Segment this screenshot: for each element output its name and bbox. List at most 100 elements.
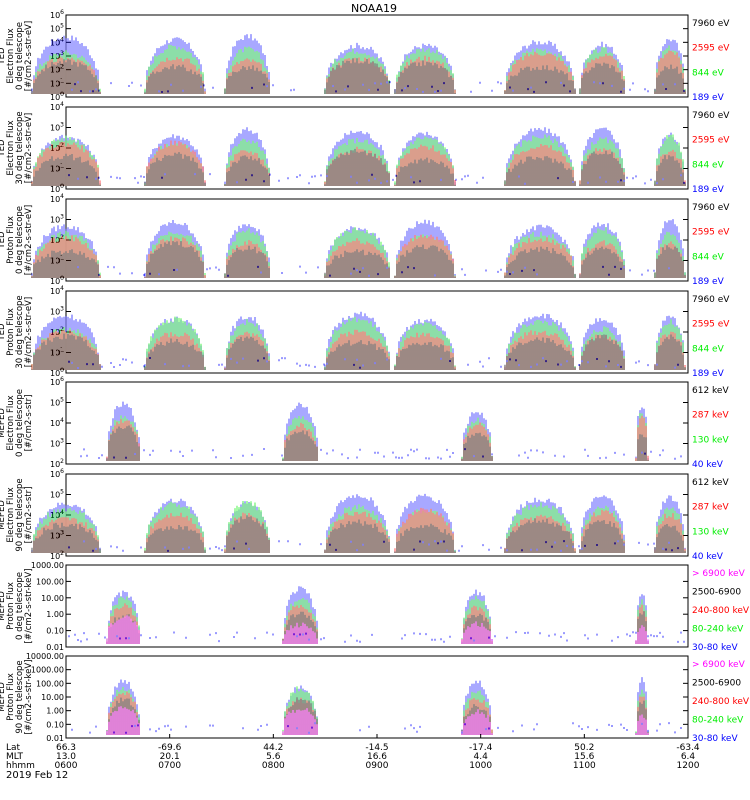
plot-frame (65, 655, 689, 739)
background-points (77, 265, 670, 277)
y-axis-label: TEDProton Flux30 deg telescope[#/cm2-s-s… (0, 295, 34, 368)
panel-8: 0.01 0.10 1.00 10.00 100.00 1000.00 10000.00ME… (0, 652, 750, 744)
y-tick-label: 103 (50, 438, 64, 449)
flux-trace-green (106, 686, 649, 735)
legend-entry: 30-80 keV (692, 643, 738, 653)
y-tick-label: 1000.00 (31, 561, 64, 570)
y-tick-label: 102 (50, 458, 64, 469)
flux-trace-green (106, 413, 649, 461)
y-tick-label: 103 (50, 214, 64, 225)
y-tick-label: 106 (50, 376, 64, 387)
flux-trace-black (31, 333, 686, 370)
flux-trace-blue (31, 127, 686, 186)
y-axis-label: MEPEDElectron Flux90 deg telescope[#/cm2… (0, 478, 34, 551)
x-tick-lat: -69.6 (158, 743, 182, 753)
plot-frame (65, 564, 689, 648)
y-tick-label: 103 (50, 306, 64, 317)
y-tick-label: 100.00 (36, 679, 64, 688)
y-tick-label: 100 (50, 367, 64, 378)
y-axis-label: MEPEDProton Flux90 deg telescope[#/cm2-s… (0, 660, 34, 735)
legend-entry: 7960 eV (692, 19, 730, 29)
background-points (68, 631, 685, 643)
x-tick-mlt: 20.1 (160, 752, 180, 762)
legend-entry: 287 keV (692, 411, 729, 421)
x-row-label: MLT (6, 752, 24, 762)
background-points (80, 448, 682, 460)
y-axis-label: TEDProton Flux0 deg telescope[#/cm2-s-st… (0, 205, 34, 275)
x-tick-hhmm: 0900 (366, 761, 389, 771)
flux-trace-red (106, 691, 649, 735)
legend-entry: 189 eV (692, 369, 725, 379)
y-tick-label: 100 (50, 91, 64, 102)
y-tick-label: 106 (50, 468, 64, 479)
y-tick-label: 100.00 (36, 577, 64, 586)
legend-entry: 189 eV (692, 93, 725, 103)
x-row-label: hhmm (6, 761, 35, 771)
flux-trace-blue (31, 34, 686, 94)
legend-entry: > 6900 keV (692, 660, 746, 670)
x-tick-lat: 50.2 (574, 743, 594, 753)
legend-entry: 7960 eV (692, 203, 730, 213)
flux-trace-black (31, 515, 686, 553)
legend-entry: 844 eV (692, 160, 725, 170)
legend-entry: 2595 eV (692, 320, 730, 330)
y-axis-label: MEPEDProton Flux0 deg telescope[#/cm2-s-… (0, 569, 34, 644)
y-tick-label: 100 (50, 183, 64, 194)
y-axis-label: MEPEDElectron Flux0 deg telescope[#/cm2-… (0, 389, 34, 457)
background-points (71, 81, 685, 93)
panel-5: 102 103 104 105 106 MEPEDElectron Flux0 deg t… (0, 376, 729, 470)
flux-trace-red (31, 140, 686, 186)
legend-entry: 30-80 keV (692, 734, 738, 744)
x-tick-mlt: 15.6 (574, 752, 594, 762)
flux-trace-green (31, 316, 686, 370)
legend-entry: 2595 eV (692, 228, 730, 238)
flux-trace-blue (106, 677, 649, 735)
y-tick-label: 106 (50, 9, 64, 20)
date-label: 2019 Feb 12 (6, 770, 68, 781)
background-points (71, 722, 682, 734)
flux-trace-red (31, 50, 686, 94)
legend-entry: 40 keV (692, 552, 724, 562)
x-tick-mlt: 4.4 (474, 752, 489, 762)
legend-entry: 130 keV (692, 435, 729, 445)
x-tick-lat: -17.4 (469, 743, 493, 753)
y-tick-label: 105 (50, 489, 64, 500)
flux-trace-blue (31, 219, 686, 278)
flux-trace-red (31, 507, 686, 553)
flux-trace-green (31, 44, 686, 94)
flux-trace-black (31, 58, 686, 94)
flux-trace-green (31, 501, 686, 553)
y-axis-label: TEDElectron Flux30 deg telescope[#/cm2-s… (0, 111, 34, 184)
x-tick-hhmm: 1000 (469, 761, 492, 771)
legend-entry: 2595 eV (692, 44, 730, 54)
x-row-label: Lat (6, 743, 21, 753)
y-tick-label: 104 (50, 285, 64, 296)
x-tick-lat: -14.5 (365, 743, 388, 753)
flux-trace-black (106, 697, 649, 735)
y-tick-label: 104 (50, 193, 64, 204)
flux-trace-red (31, 234, 686, 278)
legend-entry: 612 keV (692, 478, 729, 488)
y-tick-label: 1000.00 (31, 666, 64, 675)
flux-trace-red (106, 603, 649, 644)
legend-entry: 2595 eV (692, 136, 730, 146)
y-tick-label: 104 (50, 417, 64, 428)
x-tick-lat: 66.3 (56, 743, 76, 753)
flux-trace-black (31, 148, 686, 186)
panel-7: 0.01 0.10 1.00 10.00 100.00 1000.00MEPEDProto… (0, 561, 750, 653)
y-tick-label: 0.10 (46, 720, 64, 729)
y-tick-label: 104 (50, 101, 64, 112)
background-points (68, 173, 685, 185)
x-tick-mlt: 6.4 (681, 752, 696, 762)
background-points (68, 357, 679, 369)
legend-entry: 80-240 keV (692, 716, 744, 726)
y-tick-label: 102 (50, 550, 64, 561)
flux-trace-green (31, 227, 686, 278)
y-tick-label: 10.00 (41, 693, 64, 702)
flux-trace-blue (31, 311, 686, 370)
x-tick-hhmm: 0800 (262, 761, 285, 771)
